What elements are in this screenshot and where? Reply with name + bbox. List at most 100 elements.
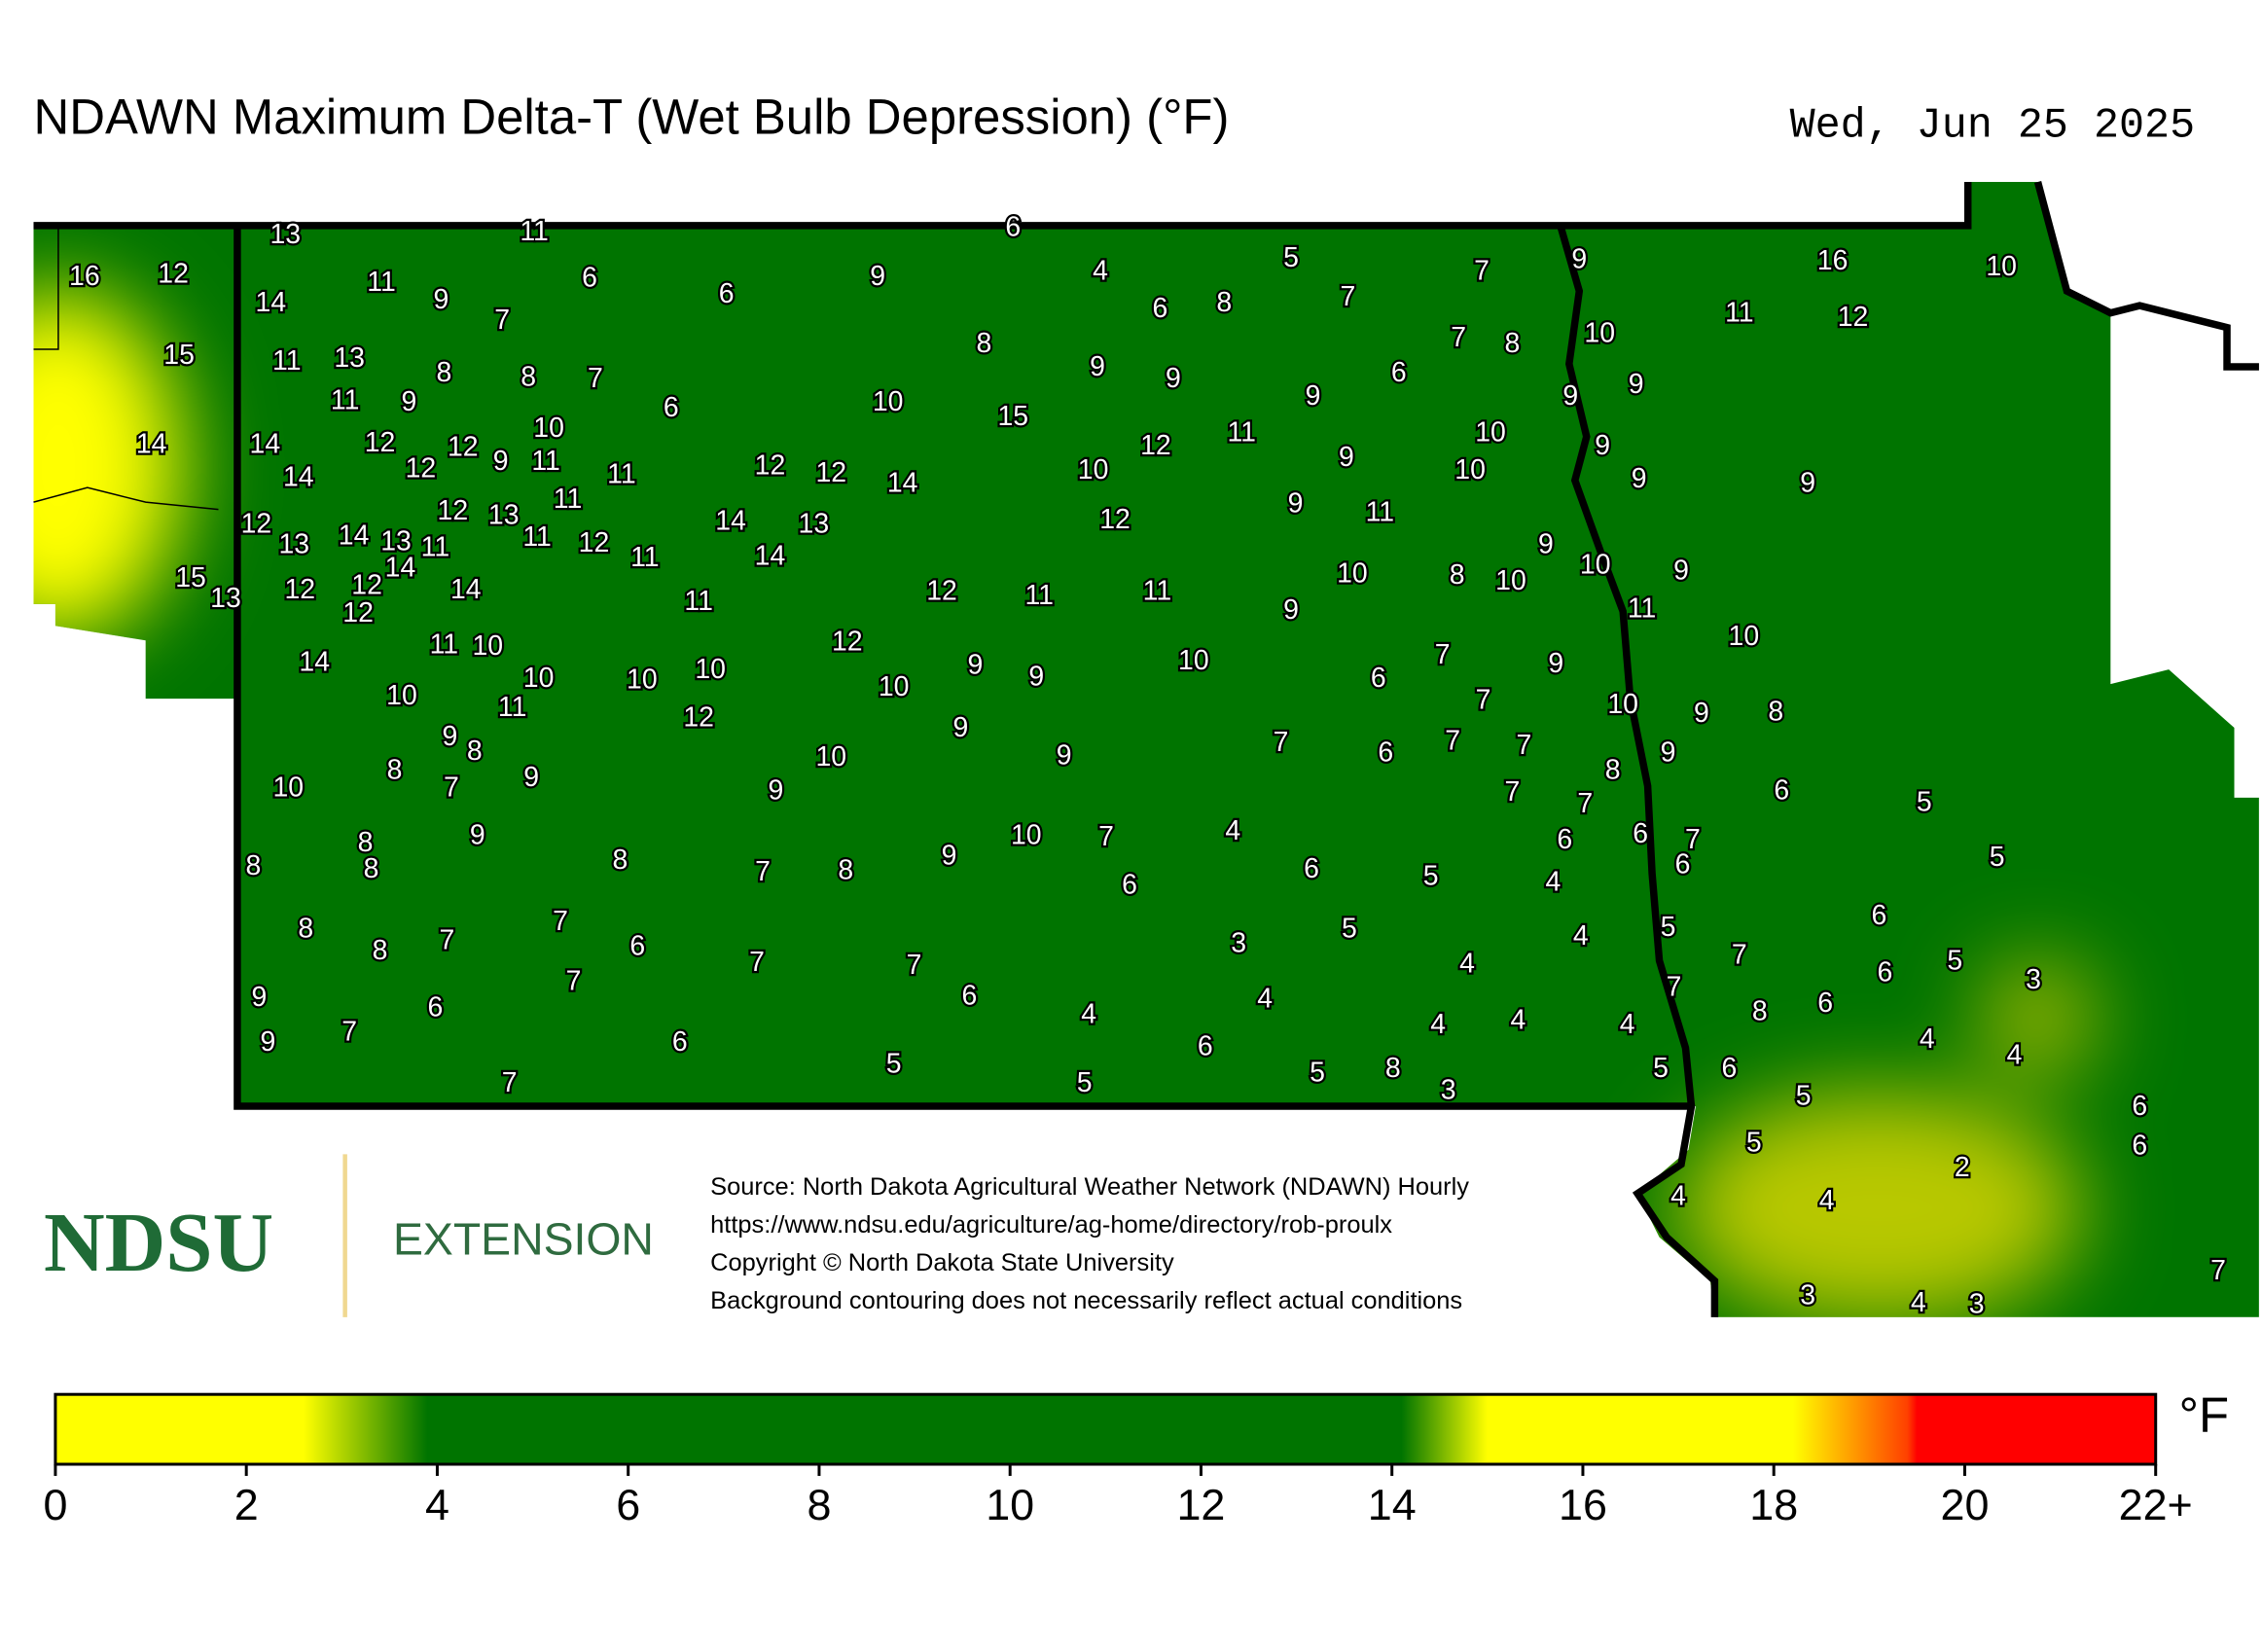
station-value: 11	[1366, 497, 1395, 528]
station-value: 5	[886, 1049, 902, 1080]
station-value: 11	[331, 384, 360, 415]
station-value: 5	[1423, 861, 1439, 892]
station-value: 8	[838, 855, 853, 886]
station-value: 10	[816, 741, 847, 772]
station-value: 8	[1450, 559, 1465, 591]
station-value: 9	[1339, 442, 1354, 473]
station-value: 7	[566, 965, 582, 996]
station-value: 8	[976, 328, 991, 359]
station-value: 11	[684, 586, 713, 617]
station-value: 6	[1005, 211, 1021, 242]
station-value: 8	[436, 357, 451, 388]
station-value: 14	[299, 647, 330, 678]
station-value: 7	[1476, 685, 1491, 716]
station-value: 12	[816, 457, 847, 488]
station-value: 5	[1917, 786, 1932, 817]
station-value: 6	[1371, 663, 1386, 694]
colorbar-tick-label: 6	[616, 1480, 640, 1529]
station-value: 6	[1633, 818, 1648, 849]
station-value: 13	[210, 583, 241, 614]
station-value: 13	[278, 529, 309, 560]
station-value: 10	[386, 680, 417, 711]
station-value: 5	[1077, 1067, 1093, 1098]
station-value: 11	[272, 345, 302, 377]
station-value: 9	[942, 841, 957, 872]
station-value: 11	[531, 446, 560, 477]
colorbar-tick-label: 12	[1176, 1480, 1225, 1529]
station-value: 5	[1283, 242, 1299, 273]
station-value: 10	[1178, 645, 1209, 676]
station-value: 14	[715, 506, 746, 537]
station-value: 7	[1517, 730, 1532, 761]
station-value: 7	[1451, 322, 1466, 353]
station-value: 9	[1288, 488, 1304, 520]
station-value: 7	[1685, 824, 1701, 855]
colorbar-tick-label: 4	[425, 1480, 449, 1529]
station-value: 11	[430, 629, 459, 661]
map-date: Wed, Jun 25 2025	[1790, 103, 2195, 151]
station-value: 7	[1445, 725, 1460, 756]
station-value: 10	[533, 413, 564, 444]
station-value: 9	[1629, 369, 1644, 400]
station-value: 5	[1653, 1053, 1669, 1084]
station-value: 9	[1538, 529, 1554, 560]
station-value: 6	[1878, 956, 1893, 988]
station-value: 10	[1078, 454, 1109, 485]
station-value: 14	[250, 428, 281, 459]
station-value: 14	[256, 287, 287, 318]
station-value: 14	[283, 462, 314, 493]
colorbar-unit: °F	[2179, 1387, 2229, 1443]
station-value: 6	[427, 991, 443, 1023]
station-value: 12	[579, 527, 610, 558]
station-value: 6	[672, 1026, 688, 1058]
station-value: 9	[1694, 698, 1709, 729]
station-value: 9	[1800, 468, 1815, 499]
station-value: 5	[1746, 1127, 1762, 1158]
station-value: 14	[136, 428, 167, 459]
station-value: 11	[630, 542, 659, 573]
station-value: 9	[523, 762, 539, 793]
station-value: 4	[1081, 999, 1096, 1030]
station-value: 3	[2026, 964, 2041, 995]
station-value: 14	[450, 574, 482, 605]
station-value: 7	[1577, 788, 1593, 819]
station-value: 11	[421, 532, 450, 563]
station-value: 6	[2132, 1130, 2147, 1161]
station-value: 12	[241, 509, 272, 540]
station-value: 9	[769, 774, 784, 806]
station-value: 6	[664, 392, 679, 423]
station-value: 9	[1673, 555, 1689, 586]
station-value: 10	[1454, 454, 1486, 485]
station-value: 6	[1122, 870, 1137, 901]
station-value: 7	[2210, 1255, 2226, 1286]
station-value: 10	[1337, 557, 1368, 589]
station-value: 4	[1430, 1009, 1446, 1040]
station-value: 8	[298, 913, 313, 944]
station-value: 6	[2132, 1091, 2147, 1122]
station-value: 4	[1819, 1185, 1835, 1216]
station-value: 8	[1768, 697, 1783, 728]
station-value: 12	[406, 453, 437, 485]
station-value: 14	[385, 552, 416, 583]
station-value: 6	[582, 263, 597, 294]
station-value: 9	[1562, 380, 1578, 412]
station-value: 10	[1580, 549, 1611, 580]
station-value: 10	[1475, 416, 1506, 448]
station-value: 9	[953, 712, 969, 743]
colorbar: 0 2 4 6 8 10 12 14 16 18 20 22+ °F	[43, 1387, 2229, 1529]
station-value: 9	[1661, 736, 1676, 768]
station-value: 4	[1257, 983, 1273, 1014]
station-value: 2	[1955, 1152, 1970, 1183]
station-value: 10	[1495, 565, 1526, 596]
station-value: 11	[1024, 580, 1054, 611]
station-value: 6	[1304, 853, 1319, 884]
station-value: 9	[1571, 243, 1587, 274]
station-value: 13	[380, 526, 412, 557]
station-value: 8	[364, 853, 379, 884]
station-value: 7	[444, 772, 459, 803]
station-value: 4	[1545, 867, 1561, 898]
station-value: 4	[1573, 920, 1589, 952]
station-value: 12	[448, 431, 479, 462]
station-value: 4	[1620, 1009, 1635, 1040]
station-value: 12	[926, 575, 957, 606]
